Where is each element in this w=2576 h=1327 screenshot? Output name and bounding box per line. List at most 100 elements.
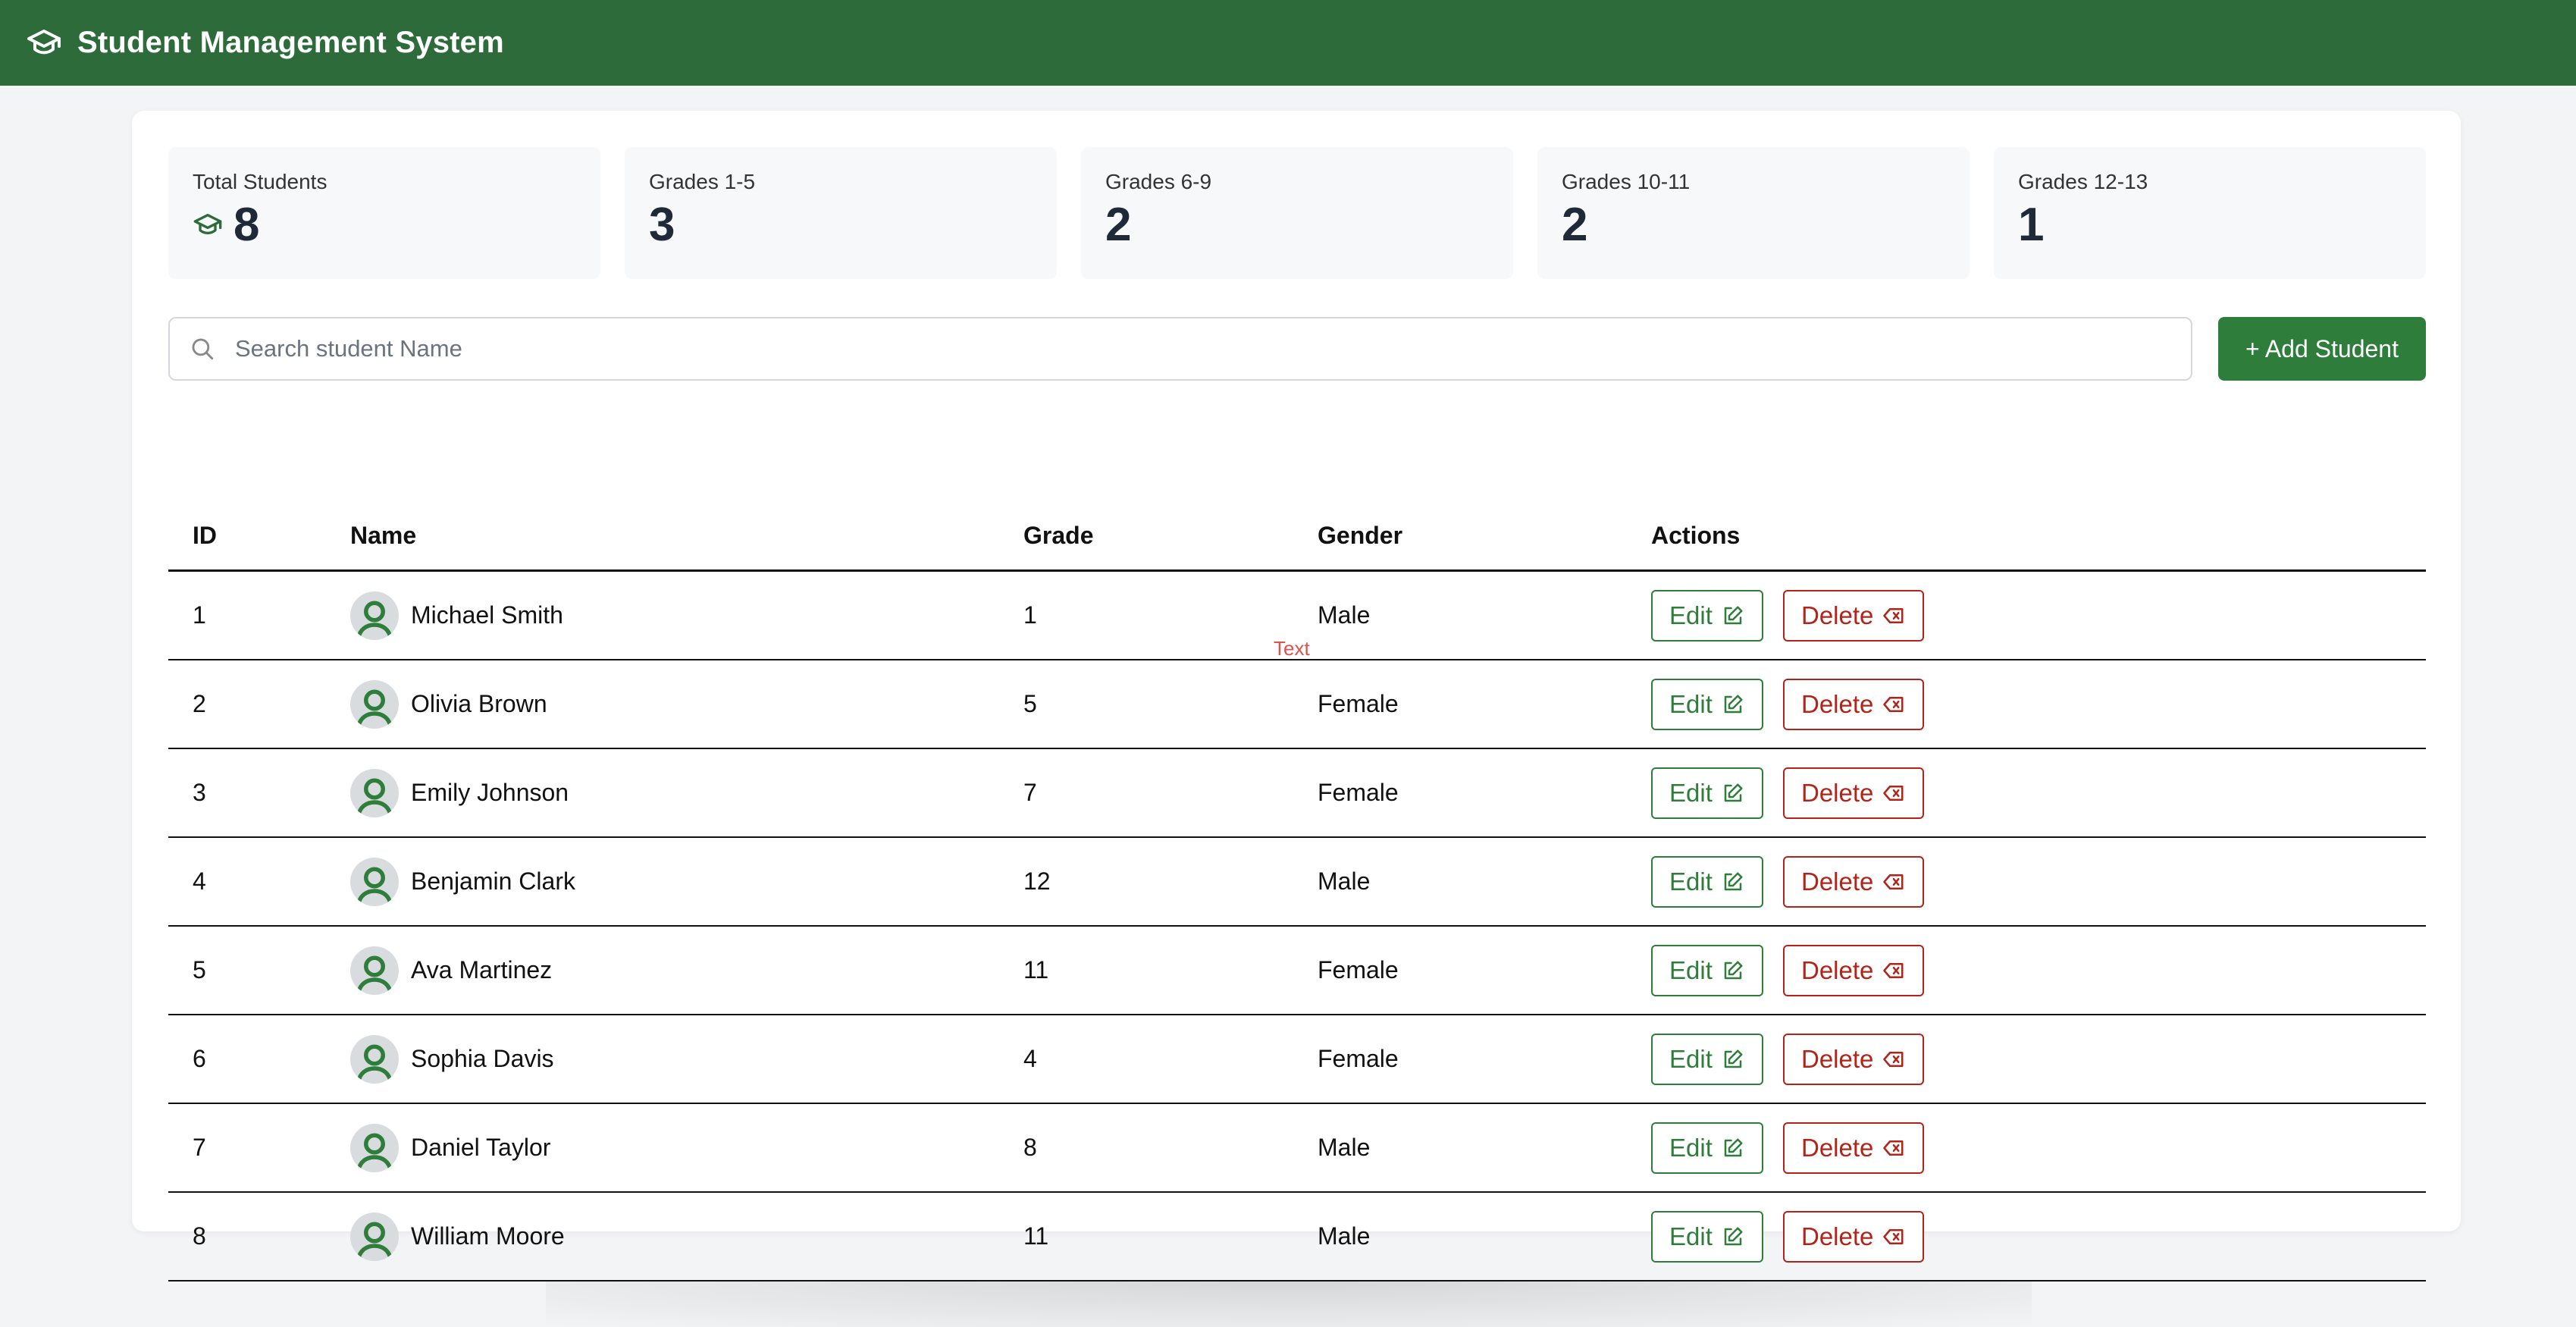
edit-button[interactable]: Edit (1651, 767, 1763, 819)
avatar (350, 946, 399, 995)
edit-icon (1722, 871, 1744, 893)
edit-label: Edit (1669, 867, 1713, 896)
delete-label: Delete (1801, 601, 1874, 629)
cell-grade: 8 (1023, 1103, 1318, 1193)
avatar (350, 591, 399, 640)
stat-label: Grades 12-13 (2018, 170, 2148, 193)
row-actions: Edit Delete (1651, 855, 2426, 908)
header-id: ID (193, 522, 217, 549)
row-actions: Edit Delete (1651, 767, 2426, 819)
delete-label: Delete (1801, 689, 1874, 718)
cell-name: Emily Johnson (350, 768, 1023, 817)
delete-button[interactable]: Delete (1783, 1210, 1924, 1263)
edit-label: Edit (1669, 955, 1713, 984)
delete-label: Delete (1801, 778, 1874, 807)
delete-button[interactable]: Delete (1783, 1122, 1924, 1174)
delete-label: Delete (1801, 1133, 1874, 1162)
edit-label: Edit (1669, 601, 1713, 629)
user-icon (352, 861, 397, 906)
student-name: Ava Martinez (411, 956, 553, 983)
stat-grades-10-11: Grades 10-11 2 (1537, 147, 1970, 279)
delete-label: Delete (1801, 1222, 1874, 1250)
avatar (350, 1034, 399, 1084)
backspace-icon (1882, 1048, 1905, 1071)
delete-button[interactable]: Delete (1783, 678, 1924, 730)
stat-value: 3 (649, 199, 675, 251)
backspace-icon (1882, 959, 1905, 982)
student-name: Olivia Brown (411, 690, 547, 717)
table-row: 6 Sophia Davis 4 Female Edit Delete (168, 1015, 2426, 1104)
cell-grade: 11 (1023, 1192, 1318, 1282)
edit-button[interactable]: Edit (1651, 855, 1763, 908)
cell-name: Olivia Brown (350, 679, 1023, 729)
floating-text-label: Text (1274, 637, 1310, 660)
edit-icon (1722, 604, 1744, 627)
main-card: Total Students 8 Grades 1-5 3 Grades 6-9… (132, 111, 2461, 1282)
stat-total-students: Total Students 8 (168, 147, 600, 279)
cell-grade: 1 (1023, 570, 1318, 660)
delete-label: Delete (1801, 867, 1874, 896)
edit-button[interactable]: Edit (1651, 944, 1763, 996)
stat-label: Total Students (193, 170, 327, 193)
add-student-button[interactable]: + Add Student (2218, 317, 2426, 381)
edit-label: Edit (1669, 1044, 1713, 1073)
cell-gender: Male (1318, 1192, 1651, 1282)
cell-name: Sophia Davis (350, 1034, 1023, 1084)
edit-button[interactable]: Edit (1651, 589, 1763, 642)
edit-icon (1722, 693, 1744, 716)
stat-label: Grades 6-9 (1105, 170, 1212, 193)
cell-id: 8 (168, 1192, 350, 1282)
delete-button[interactable]: Delete (1783, 1033, 1924, 1085)
cell-id: 3 (168, 748, 350, 838)
edit-button[interactable]: Edit (1651, 1210, 1763, 1263)
cell-gender: Female (1318, 660, 1651, 749)
cell-grade: 12 (1023, 837, 1318, 927)
avatar (350, 857, 399, 906)
delete-button[interactable]: Delete (1783, 944, 1924, 996)
backspace-icon (1882, 782, 1905, 805)
avatar (350, 679, 399, 729)
edit-icon (1722, 959, 1744, 982)
table-row: 5 Ava Martinez 11 Female Edit Delete (168, 926, 2426, 1015)
user-icon (352, 683, 397, 729)
student-name: Emily Johnson (411, 779, 569, 806)
cell-gender: Male (1318, 570, 1651, 660)
cell-gender: Female (1318, 926, 1651, 1015)
cell-id: 2 (168, 660, 350, 749)
delete-label: Delete (1801, 1044, 1874, 1073)
stat-label: Grades 1-5 (649, 170, 756, 193)
student-name: Michael Smith (411, 601, 563, 629)
backspace-icon (1882, 1137, 1905, 1159)
row-actions: Edit Delete (1651, 678, 2426, 730)
delete-button[interactable]: Delete (1783, 855, 1924, 908)
stat-value: 2 (1562, 199, 1588, 251)
delete-button[interactable]: Delete (1783, 767, 1924, 819)
backspace-icon (1882, 693, 1905, 716)
header-gender: Gender (1318, 522, 1403, 549)
cell-name: Benjamin Clark (350, 857, 1023, 906)
cell-id: 6 (168, 1015, 350, 1104)
user-icon (352, 1038, 397, 1084)
edit-button[interactable]: Edit (1651, 1122, 1763, 1174)
delete-button[interactable]: Delete (1783, 589, 1924, 642)
student-name: Sophia Davis (411, 1045, 554, 1072)
students-table: ID Name Grade Gender Actions 1 Michael Sm… (168, 522, 2426, 1282)
edit-icon (1722, 1048, 1744, 1071)
edit-icon (1722, 782, 1744, 805)
edit-label: Edit (1669, 1222, 1713, 1250)
cell-gender: Male (1318, 837, 1651, 927)
delete-label: Delete (1801, 955, 1874, 984)
stat-value: 2 (1105, 199, 1132, 251)
edit-button[interactable]: Edit (1651, 678, 1763, 730)
edit-label: Edit (1669, 689, 1713, 718)
edit-button[interactable]: Edit (1651, 1033, 1763, 1085)
search-input[interactable] (233, 334, 2132, 363)
cell-gender: Female (1318, 1015, 1651, 1104)
header-grade: Grade (1023, 522, 1094, 549)
bottom-shadow (546, 1282, 2032, 1327)
backspace-icon (1882, 604, 1905, 627)
avatar (350, 1123, 399, 1172)
cell-grade: 5 (1023, 660, 1318, 749)
user-icon (352, 1216, 397, 1261)
stats-row: Total Students 8 Grades 1-5 3 Grades 6-9… (168, 147, 2426, 279)
